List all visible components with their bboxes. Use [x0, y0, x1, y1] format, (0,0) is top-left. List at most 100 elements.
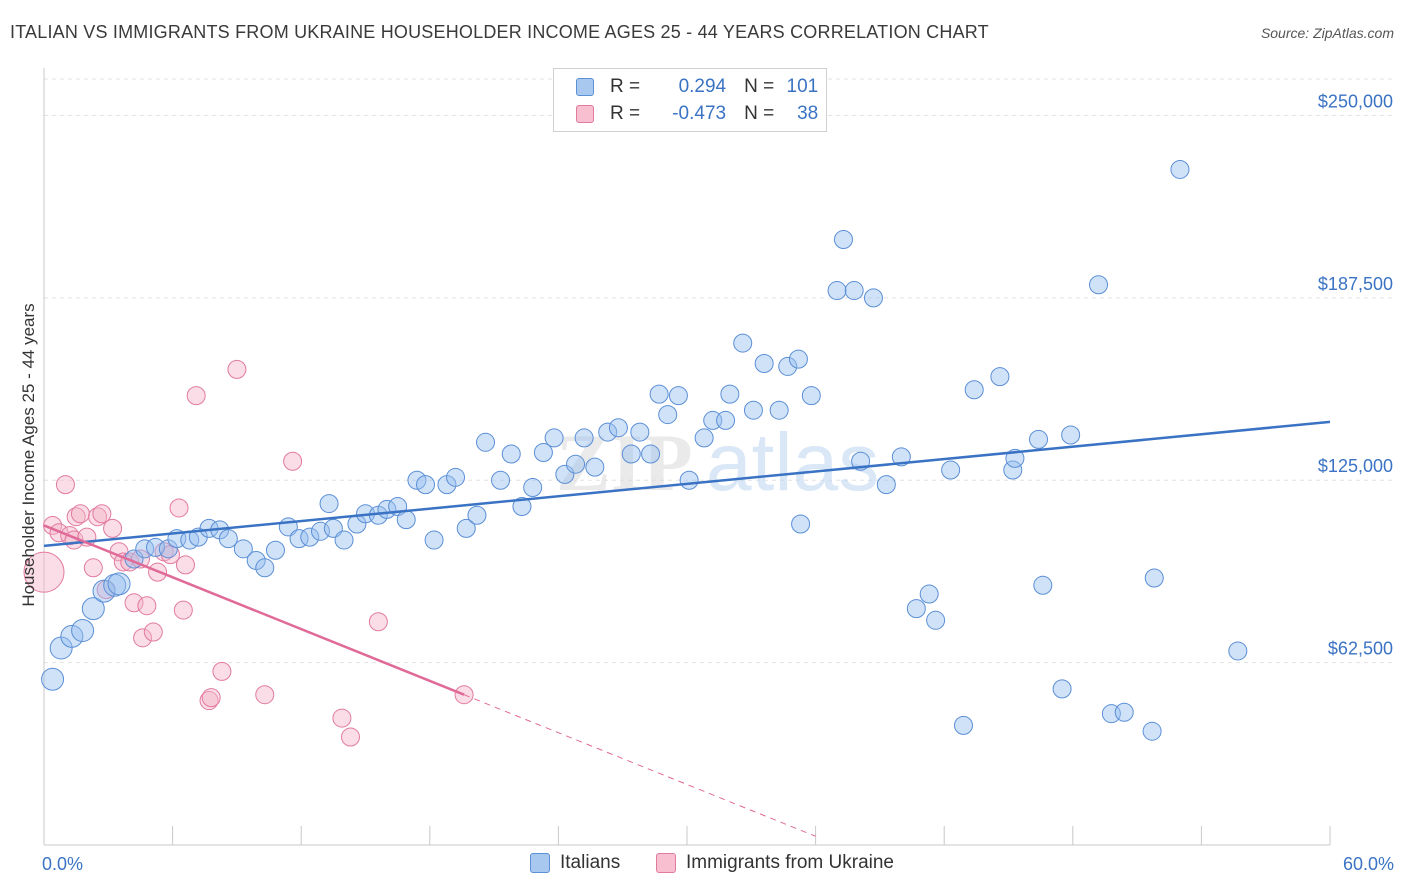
- legend-n-label: N =: [744, 103, 775, 124]
- italian-point: [566, 454, 586, 474]
- italian-point: [906, 599, 926, 619]
- italian-point: [1228, 641, 1248, 661]
- legend-n-value: 101: [786, 76, 819, 97]
- italian-points: [41, 159, 1248, 741]
- grid-lines: [44, 78, 1395, 664]
- italian-point: [1089, 275, 1109, 295]
- y-tick-label: $187,500: [1318, 274, 1393, 294]
- italian-point: [953, 715, 973, 735]
- ukraine-point: [23, 551, 65, 593]
- italian-point: [733, 333, 753, 353]
- italian-point: [791, 514, 811, 534]
- italian-point: [876, 475, 896, 495]
- italian-point: [716, 410, 736, 430]
- italian-point: [833, 229, 853, 249]
- italian-point: [863, 288, 883, 308]
- ukraine-point: [332, 708, 352, 728]
- italian-point: [1114, 702, 1134, 722]
- italian-point: [694, 428, 714, 448]
- italian-point: [720, 384, 740, 404]
- italian-point: [310, 521, 330, 541]
- italian-point: [218, 529, 238, 549]
- italian-point: [941, 460, 961, 480]
- ukraine-point: [173, 600, 193, 620]
- y-axis-title: Householder Income Ages 25 - 44 years: [19, 303, 38, 606]
- label-italians: Italians: [560, 852, 621, 873]
- legend-n-value: 38: [797, 103, 819, 124]
- italian-point: [396, 510, 416, 530]
- italian-point: [844, 281, 864, 301]
- italian-point: [679, 470, 699, 490]
- italian-point: [743, 400, 763, 420]
- ukraine-point: [255, 685, 275, 705]
- swatch-italians: [530, 853, 550, 873]
- ukraine-point: [186, 386, 206, 406]
- ukraine-point: [169, 498, 189, 518]
- italian-point: [416, 475, 436, 495]
- legend-swatch-pink: [576, 105, 594, 123]
- legend-row-italians: R = 0.294 N = 101: [576, 75, 818, 99]
- italian-point: [598, 422, 618, 442]
- italian-point: [300, 527, 320, 547]
- italian-point: [265, 540, 285, 560]
- italian-point: [827, 281, 847, 301]
- legend-row-ukraine: R = -0.473 N = 38: [576, 102, 818, 126]
- ukraine-point: [83, 558, 103, 578]
- italian-point: [446, 467, 466, 487]
- italian-point: [754, 354, 774, 374]
- ukraine-point: [283, 451, 303, 471]
- ukraine-point: [368, 612, 388, 632]
- label-ukraine: Immigrants from Ukraine: [686, 852, 894, 873]
- ukraine-point: [199, 691, 219, 711]
- ukraine-point: [143, 622, 163, 642]
- italian-point: [649, 384, 669, 404]
- italian-point: [60, 624, 84, 648]
- trend-lines: [43, 420, 1331, 837]
- legend-r-label: R =: [610, 103, 641, 124]
- italian-point: [81, 597, 105, 621]
- ukraine-point: [175, 555, 195, 575]
- correlation-legend: R = 0.294 N = 101 R = -0.473 N = 38: [553, 68, 827, 132]
- italian-point: [778, 356, 798, 376]
- italian-point: [641, 444, 661, 464]
- italian-point: [456, 518, 476, 538]
- watermark-zip: ZIP: [556, 417, 693, 508]
- italian-point: [491, 470, 511, 490]
- italian-point: [512, 497, 532, 517]
- y-tick-label: $62,500: [1328, 639, 1393, 659]
- ukraine-trend-line: [43, 524, 465, 696]
- ukraine-point: [133, 628, 153, 648]
- italian-point: [92, 579, 116, 603]
- legend-item-ukraine: Immigrants from Ukraine: [656, 852, 894, 874]
- italian-point: [1029, 429, 1049, 449]
- italian-point: [1144, 568, 1164, 588]
- italian-point: [668, 386, 688, 406]
- italian-point: [334, 530, 354, 550]
- ukraine-point: [55, 475, 75, 495]
- y-tick-label: $250,000: [1318, 91, 1393, 111]
- ukraine-point: [92, 504, 112, 524]
- axes: [43, 68, 1331, 846]
- chart-title: ITALIAN VS IMMIGRANTS FROM UKRAINE HOUSE…: [10, 22, 989, 42]
- legend-item-italians: Italians: [530, 852, 620, 874]
- ukraine-points: [23, 359, 474, 747]
- italian-point: [71, 619, 95, 643]
- italian-point: [621, 444, 641, 464]
- italian-point: [585, 457, 605, 477]
- ukraine-trend-extension: [463, 694, 816, 837]
- italian-point: [467, 505, 487, 525]
- ukraine-point: [212, 661, 232, 681]
- italian-point: [801, 386, 821, 406]
- x-tick-label-min: 0.0%: [42, 854, 83, 874]
- swatch-ukraine: [656, 853, 676, 873]
- italian-point: [555, 464, 575, 484]
- italian-point: [630, 422, 650, 442]
- italian-point: [769, 400, 789, 420]
- italian-point: [1003, 460, 1023, 480]
- italian-point: [658, 405, 678, 425]
- italian-point: [990, 367, 1010, 387]
- italian-point: [608, 418, 628, 438]
- italian-point: [919, 584, 939, 604]
- italian-point: [424, 530, 444, 550]
